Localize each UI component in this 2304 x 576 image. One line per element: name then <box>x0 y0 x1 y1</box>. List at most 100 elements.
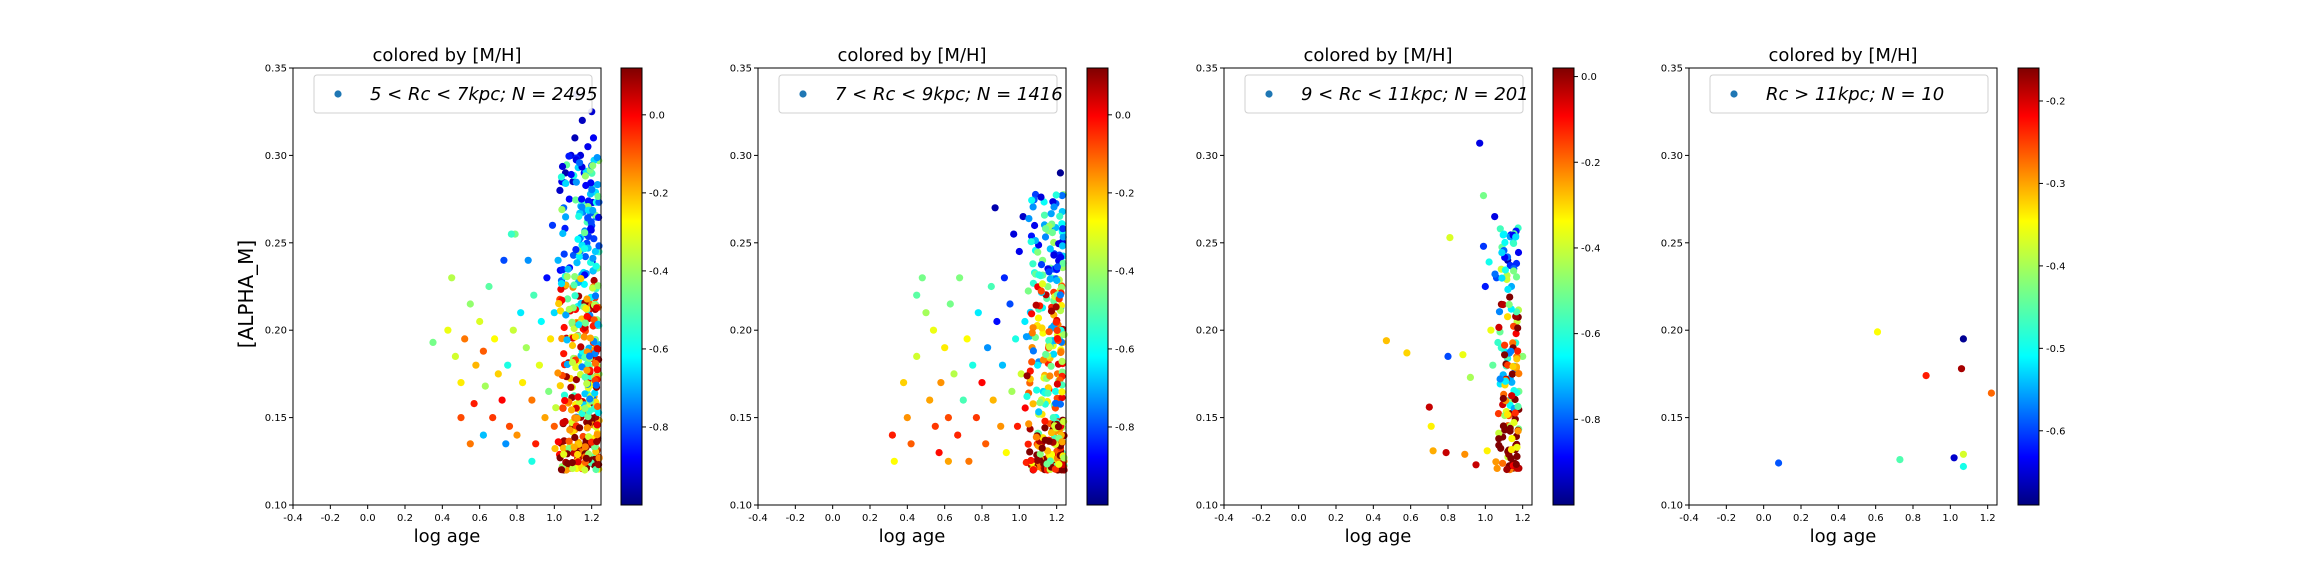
data-point <box>575 159 584 167</box>
panel-title: colored by [M/H] <box>1303 45 1452 66</box>
data-point <box>574 450 582 459</box>
data-point <box>1491 213 1499 221</box>
data-point <box>472 361 480 369</box>
data-point <box>502 440 510 448</box>
data-point <box>581 319 590 327</box>
data-point <box>589 284 597 292</box>
data-point <box>1501 238 1509 247</box>
data-point <box>581 229 589 237</box>
data-point <box>1031 221 1039 230</box>
data-point <box>1040 211 1049 219</box>
data-point <box>991 204 999 212</box>
data-point <box>1044 389 1052 397</box>
y-tick-label: 0.20 <box>1661 326 1683 337</box>
colorbar-gradient <box>2017 67 2040 506</box>
data-point <box>1000 274 1009 282</box>
data-point <box>1508 392 1516 400</box>
data-point <box>1959 335 1967 343</box>
data-point <box>1507 347 1515 355</box>
data-point <box>578 203 586 211</box>
data-point <box>972 414 981 422</box>
data-point <box>522 344 530 352</box>
data-point <box>1046 275 1054 283</box>
data-point <box>1501 426 1509 434</box>
legend-label: 5 < Rc < 7kpc; N = 2495 <box>370 84 598 105</box>
data-point <box>1515 370 1523 378</box>
y-tick-label: 0.25 <box>730 238 752 249</box>
data-point <box>1042 350 1050 358</box>
data-point <box>1039 356 1047 364</box>
data-point <box>997 422 1005 430</box>
colorbar: 0.0 -0.2 -0.4 -0.6 -0.8 <box>620 67 669 506</box>
data-point <box>1045 328 1053 336</box>
data-point <box>1425 403 1433 411</box>
data-point <box>581 253 590 261</box>
data-point <box>1427 422 1435 430</box>
data-point <box>950 370 958 378</box>
data-point <box>595 409 603 417</box>
data-point <box>1045 268 1053 276</box>
data-point <box>1058 242 1067 250</box>
x-tick-label: 0.2 <box>1328 513 1344 524</box>
data-point <box>1056 212 1064 220</box>
data-point <box>561 397 569 405</box>
data-point <box>989 396 997 404</box>
data-point <box>1015 247 1023 256</box>
data-point <box>1038 444 1046 452</box>
legend-marker <box>799 90 807 98</box>
data-point <box>532 440 540 448</box>
data-point <box>558 206 566 214</box>
data-point <box>593 431 601 439</box>
data-point <box>890 457 898 465</box>
data-point <box>564 295 572 303</box>
data-point <box>535 361 544 369</box>
colorbar-tick-label: -0.4 <box>2046 261 2066 272</box>
data-point <box>1461 450 1469 458</box>
legend: 7 < Rc < 9kpc; N = 1416 <box>778 74 1063 114</box>
data-point <box>1499 459 1507 467</box>
data-point <box>888 431 897 439</box>
data-point <box>466 440 474 448</box>
data-point <box>571 134 579 142</box>
data-point <box>1494 338 1502 347</box>
data-point <box>587 225 595 233</box>
data-point <box>1010 230 1018 238</box>
data-point <box>1499 301 1507 309</box>
data-point <box>907 440 915 448</box>
x-tick-label: 0.4 <box>1830 513 1846 524</box>
x-tick-label: 0.2 <box>1793 513 1809 524</box>
data-point <box>1429 447 1437 455</box>
data-point <box>573 414 581 422</box>
data-point <box>569 251 578 259</box>
x-tick-label: 1.2 <box>1980 513 1996 524</box>
data-point <box>1050 203 1058 211</box>
data-point <box>567 406 576 414</box>
data-point <box>1495 435 1503 443</box>
x-axis-label: log age <box>1810 526 1877 547</box>
data-point <box>570 281 578 289</box>
data-point <box>1504 285 1512 293</box>
data-point <box>969 361 977 369</box>
scatter-panel-2: -0.4 -0.2 0.0 0.2 0.4 0.6 0.8 1.0 1.2 0.10 0.15 0.2… <box>730 45 1135 547</box>
data-point <box>559 444 568 452</box>
axes-frame <box>1688 67 1998 506</box>
colorbar-tick-label: -0.2 <box>649 188 669 199</box>
data-point <box>561 417 569 426</box>
data-point <box>1024 287 1032 295</box>
data-point <box>593 366 601 374</box>
x-tick-label: 0.8 <box>509 513 525 524</box>
data-point <box>1514 402 1522 411</box>
data-point <box>1037 261 1046 269</box>
colorbar-tick-label: -0.6 <box>649 344 669 355</box>
x-tick-label: 0.8 <box>1905 513 1921 524</box>
data-point <box>1035 408 1043 416</box>
data-point <box>572 178 580 186</box>
data-point <box>584 413 592 421</box>
data-point <box>959 396 967 404</box>
y-tick-label: 0.20 <box>265 326 287 337</box>
colorbar-gradient <box>1086 67 1109 506</box>
data-point <box>1028 329 1036 337</box>
data-point <box>1037 287 1045 295</box>
data-point <box>591 247 600 256</box>
data-point <box>1498 249 1506 257</box>
